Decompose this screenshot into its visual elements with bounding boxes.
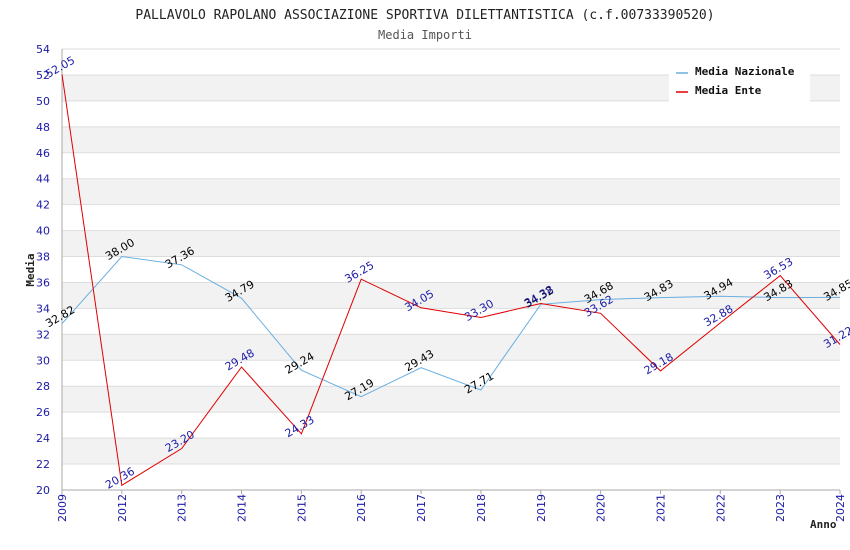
x-tick-label: 2009 [56,494,69,522]
y-tick-label: 32 [36,328,50,341]
x-tick-label: 2017 [415,494,428,522]
x-axis-label: Anno [810,518,837,531]
legend-label-nazionale: Media Nazionale [695,65,795,78]
y-tick-label: 52 [36,69,50,82]
x-tick-label: 2016 [355,494,368,522]
grid-band [62,282,840,309]
y-tick-label: 20 [36,484,50,497]
chart-title: PALLAVOLO RAPOLANO ASSOCIAZIONE SPORTIVA… [135,8,714,23]
x-axis-ticks: 2009 2012 2013 2014 2015 2016 2017 2018 2019 2020… [56,490,847,522]
x-tick-label: 2022 [714,494,727,522]
x-tick-label: 2012 [116,494,129,522]
y-axis-ticks: 20 22 24 26 28 30 32 34 36 38 40 42 44 46 48 50 52 54 [36,43,50,497]
y-axis-label: Media [24,253,37,286]
series-line-nazionale [61,255,841,398]
grid-band [62,100,840,127]
grid-band [62,360,840,387]
grid-bands [62,49,840,490]
grid-band [62,386,840,413]
y-tick-label: 46 [36,147,50,160]
x-tick-label: 2021 [654,494,667,522]
grid-band [62,256,840,283]
grid-band [62,464,840,490]
grid-band [62,438,840,465]
series-lines [61,74,841,487]
y-tick-label: 38 [36,251,50,264]
x-tick-label: 2019 [535,494,548,522]
grid-band [62,230,840,257]
x-tick-label: 2014 [236,494,249,522]
y-tick-label: 48 [36,121,50,134]
legend-background [669,60,810,102]
y-tick-label: 40 [36,225,50,238]
grid-band [62,334,840,361]
grid-band [62,152,840,179]
y-tick-label: 30 [36,354,50,367]
x-tick-label: 2024 [834,494,847,522]
grid-band [62,178,840,205]
y-tick-label: 54 [36,43,50,56]
y-tick-label: 34 [36,302,50,315]
y-tick-label: 26 [36,406,50,419]
x-tick-label: 2023 [774,494,787,522]
x-tick-label: 2020 [595,494,608,522]
x-tick-label: 2013 [176,494,189,522]
x-tick-label: 2015 [295,494,308,522]
x-tick-label: 2018 [475,494,488,522]
chart-subtitle: Media Importi [378,28,472,42]
y-tick-label: 44 [36,173,50,186]
series-line-ente [61,74,841,487]
grid-band [62,204,840,231]
legend: Media Nazionale Media Ente [669,60,810,102]
y-tick-label: 36 [36,276,50,289]
y-tick-label: 24 [36,432,50,445]
grid-band [62,126,840,153]
y-tick-label: 42 [36,199,50,212]
y-tick-label: 28 [36,380,50,393]
y-tick-label: 22 [36,458,50,471]
legend-label-ente: Media Ente [695,84,762,97]
grid-band [62,412,840,439]
y-tick-label: 50 [36,95,50,108]
